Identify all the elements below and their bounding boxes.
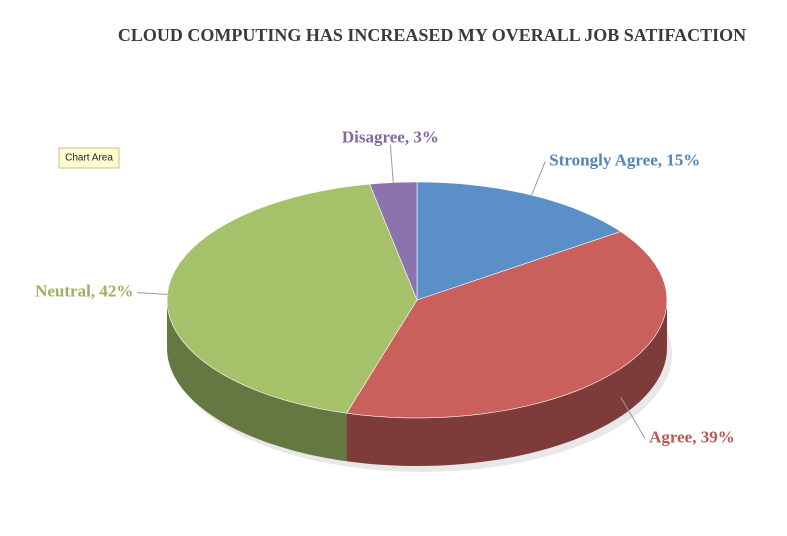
- label-separator: ,: [658, 150, 667, 169]
- leader-line: [531, 161, 546, 196]
- label-separator: ,: [692, 427, 701, 446]
- leader-line: [620, 396, 646, 439]
- leader-line: [137, 292, 168, 295]
- pie-slice-side: [346, 300, 667, 466]
- tooltip-box: [58, 147, 120, 169]
- data-label: Strongly Agree, 15%: [549, 150, 700, 169]
- pie-slice: [346, 231, 668, 419]
- leader-line: [389, 144, 394, 183]
- data-label: Disagree, 3%: [342, 128, 439, 147]
- label-value: 15%: [666, 150, 700, 169]
- data-label: Neutral, 42%: [35, 281, 133, 300]
- data-label: Agree, 39%: [649, 427, 735, 446]
- label-value: 42%: [99, 281, 133, 300]
- label-category: Strongly Agree: [549, 150, 658, 169]
- label-separator: ,: [91, 281, 100, 300]
- label-value: 3%: [413, 128, 439, 147]
- tooltip: Chart Area: [65, 153, 113, 164]
- label-category: Disagree: [342, 128, 405, 147]
- label-separator: ,: [405, 128, 414, 147]
- label-category: Neutral: [35, 281, 91, 300]
- chart-title: CLOUD COMPUTING HAS INCREASED MY OVERALL…: [118, 25, 746, 45]
- pie-slice-side: [167, 300, 347, 462]
- label-value: 39%: [701, 427, 735, 446]
- label-category: Agree: [649, 427, 693, 446]
